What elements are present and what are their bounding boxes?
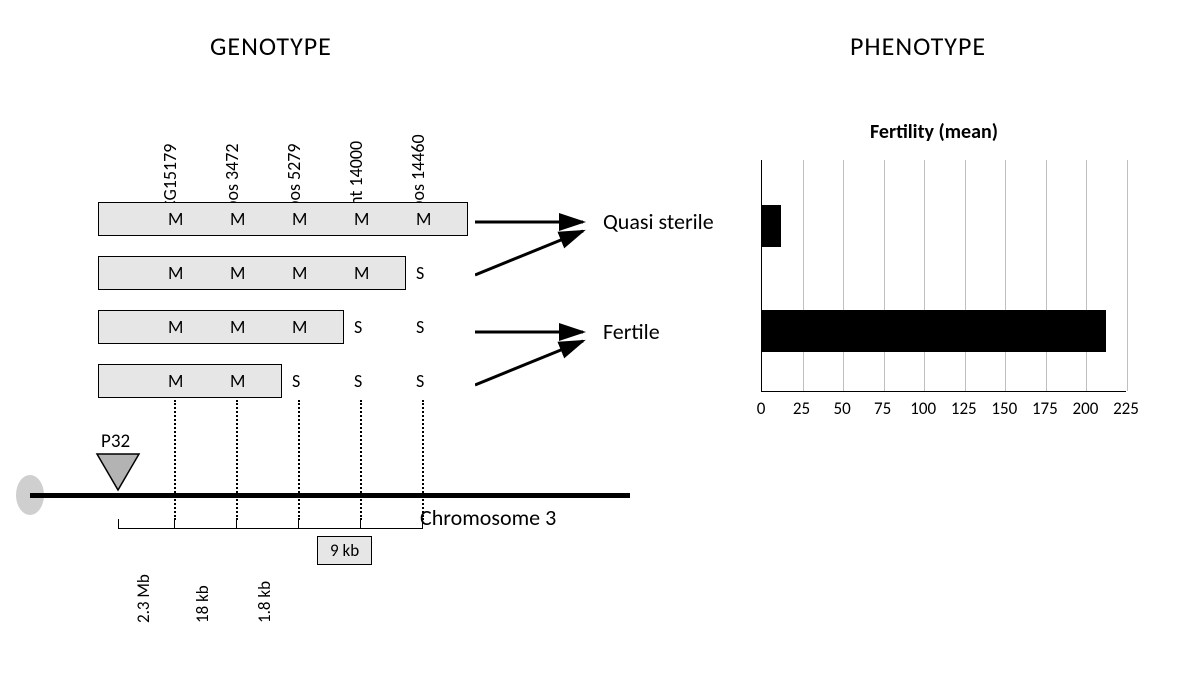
allele-cell: M — [416, 208, 431, 230]
allele-cell: M — [230, 208, 245, 230]
fertility-bar-chart — [761, 160, 1126, 392]
allele-cell: M — [168, 262, 183, 284]
p32-triangle-icon — [95, 452, 141, 492]
marker-dotted-line — [360, 400, 362, 520]
genotype-row — [98, 364, 282, 398]
arrow-row2 — [475, 225, 595, 281]
chart-xtick-label: 125 — [949, 398, 979, 419]
chart-xtick-label: 25 — [787, 398, 817, 419]
distance-label-highlighted: 9 kb — [317, 536, 372, 565]
distance-label: 18 kb — [192, 585, 213, 623]
chart-gridline — [1005, 160, 1006, 391]
chart-xtick-label: 200 — [1070, 398, 1100, 419]
chart-title: Fertility (mean) — [870, 120, 998, 144]
chromosome-label: Chromosome 3 — [420, 504, 556, 531]
phenotype-quasi-sterile: Quasi sterile — [603, 208, 714, 235]
chart-xtick-label: 50 — [827, 398, 857, 419]
chart-gridline — [843, 160, 844, 391]
allele-cell: M — [230, 262, 245, 284]
marker-label: pos 14460 — [407, 134, 429, 210]
allele-cell: M — [354, 262, 369, 284]
distance-label: 1.8 kb — [254, 581, 275, 623]
allele-cell: M — [354, 208, 369, 230]
distance-bracket — [360, 528, 422, 529]
chart-gridline — [884, 160, 885, 391]
allele-cell: M — [230, 370, 245, 392]
marker-label: CG15179 — [159, 144, 181, 210]
distance-bracket-tick — [236, 519, 237, 529]
distance-bracket — [298, 528, 360, 529]
chromosome-line — [30, 493, 630, 498]
chart-gridline — [1086, 160, 1087, 391]
chart-gridline — [965, 160, 966, 391]
chart-gridline — [803, 160, 804, 391]
allele-cell: M — [292, 316, 307, 338]
chart-xtick-label: 0 — [746, 398, 776, 419]
allele-cell: M — [230, 316, 245, 338]
marker-label: int 14000 — [345, 141, 367, 210]
marker-label: pos 5279 — [283, 143, 305, 210]
genotype-row — [98, 202, 468, 236]
chart-xtick-label: 100 — [908, 398, 938, 419]
chart-gridline — [1127, 160, 1128, 391]
chart-gridline — [924, 160, 925, 391]
chart-bar — [762, 205, 781, 247]
chart-xtick-label: 225 — [1111, 398, 1141, 419]
allele-cell: M — [168, 370, 183, 392]
marker-dotted-line — [236, 400, 238, 520]
p32-label: P32 — [101, 430, 130, 453]
allele-cell: S — [292, 370, 300, 392]
marker-dotted-line — [298, 400, 300, 520]
marker-dotted-line — [422, 400, 424, 520]
distance-bracket — [174, 528, 236, 529]
allele-cell: S — [416, 316, 424, 338]
distance-bracket-tick — [360, 519, 361, 529]
chart-bar — [762, 310, 1106, 352]
distance-bracket — [236, 528, 298, 529]
distance-bracket-tick — [174, 519, 175, 529]
allele-cell: S — [354, 316, 362, 338]
chart-xtick-label: 175 — [1030, 398, 1060, 419]
allele-cell: M — [168, 208, 183, 230]
distance-bracket-tick — [422, 519, 423, 529]
allele-cell: S — [416, 370, 424, 392]
genotype-title: GENOTYPE — [210, 30, 332, 62]
allele-cell: M — [292, 262, 307, 284]
phenotype-fertile: Fertile — [603, 318, 660, 345]
chart-xtick-label: 75 — [868, 398, 898, 419]
allele-cell: M — [292, 208, 307, 230]
distance-label: 2.3 Mb — [133, 574, 154, 623]
chart-gridline — [1046, 160, 1047, 391]
distance-bracket-tick — [118, 519, 119, 529]
allele-cell: M — [168, 316, 183, 338]
marker-label: pos 3472 — [221, 143, 243, 210]
distance-bracket-tick — [298, 519, 299, 529]
marker-dotted-line — [174, 400, 176, 520]
arrow-row4 — [475, 335, 595, 391]
allele-cell: S — [416, 262, 424, 284]
chart-xtick-label: 150 — [989, 398, 1019, 419]
allele-cell: S — [354, 370, 362, 392]
phenotype-title: PHENOTYPE — [850, 30, 986, 62]
distance-bracket — [118, 528, 174, 529]
